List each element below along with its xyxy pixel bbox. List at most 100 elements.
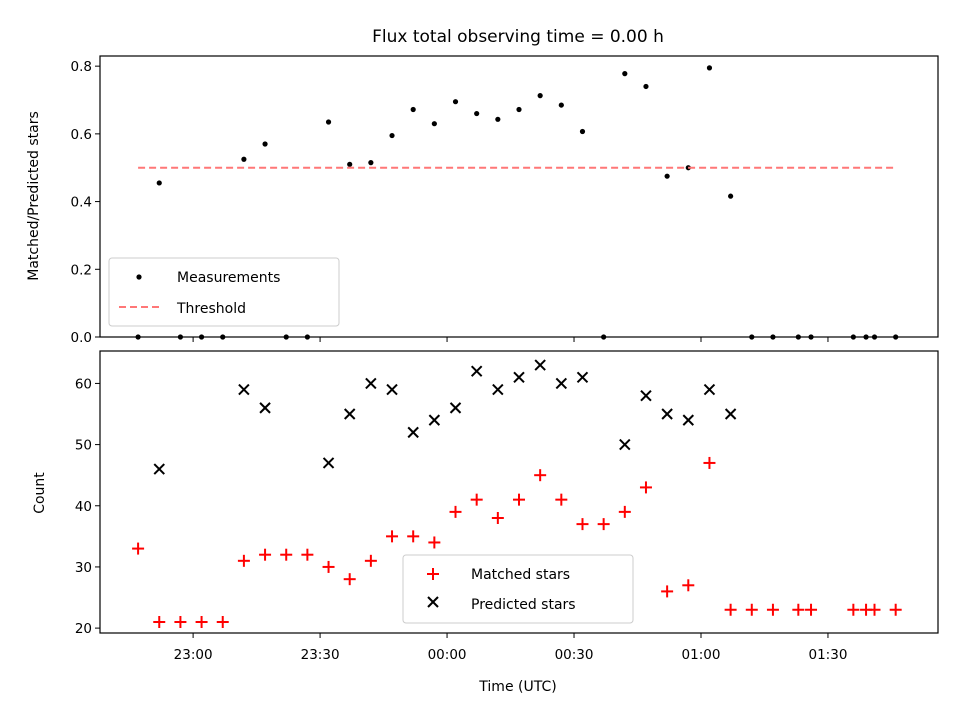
predicted-star-point (386, 383, 398, 396)
matched-star-point (174, 615, 187, 628)
x-tick-label: 01:00 (682, 647, 721, 663)
y-tick-label: 60 (75, 376, 92, 392)
matched-star-point (216, 615, 229, 628)
x-tick-label: 23:30 (301, 647, 340, 663)
bottom-x-axis-label: Time (UTC) (478, 679, 556, 695)
y-tick-label: 20 (75, 621, 92, 637)
matched-star-point (792, 603, 805, 616)
measurement-point (664, 173, 670, 179)
matched-star-point (534, 469, 547, 482)
predicted-star-point (703, 383, 716, 396)
y-tick-label: 0.4 (71, 195, 92, 211)
measurement-point (156, 180, 162, 186)
measurement-point (198, 334, 205, 340)
matched-star-point (661, 585, 674, 598)
bottom-x-ticks: 23:00 23:30 00:00 00:30 01:00 01:30 (174, 633, 847, 663)
matched-star-point (428, 536, 441, 549)
predicted-star-point (470, 365, 483, 377)
bottom-y-axis-label: Count (32, 472, 48, 514)
measurement-point (643, 83, 649, 90)
predicted-star-point (534, 359, 546, 371)
y-tick-label: 30 (75, 560, 92, 576)
top-plot-frame (99, 55, 939, 338)
x-tick-label: 23:00 (174, 647, 213, 663)
legend-predicted-label: Predicted stars (471, 597, 576, 613)
matched-star-point (237, 554, 250, 567)
matched-star-point (343, 573, 356, 586)
matched-star-point (322, 560, 335, 573)
y-tick-label: 40 (75, 499, 92, 515)
matched-star-point (280, 548, 293, 561)
measurement-point (749, 334, 755, 340)
matched-star-point (576, 518, 589, 531)
matched-star-point (132, 542, 145, 555)
y-tick-label: 0.8 (71, 59, 92, 75)
matched-star-point (682, 579, 695, 592)
legend-predicted-marker (427, 596, 439, 608)
measurement-point (410, 106, 416, 113)
measurement-point (516, 106, 522, 113)
measurement-point (728, 193, 734, 199)
top-x-ticks (192, 337, 829, 342)
x-tick-label: 00:30 (555, 647, 594, 663)
predicted-star-point (513, 371, 525, 384)
matched-star-point (386, 530, 399, 543)
bottom-y-ticks: 20 30 40 50 60 (75, 376, 100, 637)
bottom-plot-frame (99, 350, 939, 634)
y-tick-label: 0.2 (71, 262, 92, 278)
matched-star-point (745, 603, 758, 616)
predicted-star-point (259, 402, 271, 414)
legend-matched-marker (427, 568, 439, 580)
x-tick-label: 00:00 (428, 647, 467, 663)
matched-star-point (449, 505, 462, 518)
predicted-star-point (640, 389, 652, 402)
measurement-point (495, 116, 501, 122)
top-data-marks (135, 65, 899, 340)
matched-star-point (805, 603, 818, 616)
measurement-point (622, 71, 628, 77)
matched-star-point (301, 548, 314, 561)
predicted-star-point (343, 408, 356, 420)
legend-measurements-label: Measurements (177, 270, 280, 286)
measurement-point (283, 334, 289, 340)
measurement-point (220, 334, 226, 340)
top-legend: Measurements Threshold (108, 257, 340, 327)
matched-star-point (724, 603, 737, 616)
measurement-point (579, 128, 586, 135)
y-tick-label: 0.0 (71, 330, 92, 346)
matched-star-point (847, 603, 860, 616)
measurement-point (871, 334, 878, 340)
measurement-point (850, 334, 856, 340)
legend-matched-label: Matched stars (471, 567, 570, 583)
predicted-star-point (365, 377, 377, 390)
predicted-star-point (682, 414, 695, 426)
matched-star-point (868, 603, 881, 616)
chart-title: Flux total observing time = 0.00 h (372, 27, 664, 47)
matched-star-point (766, 603, 779, 616)
matched-star-point (889, 603, 902, 616)
predicted-star-point (619, 438, 631, 451)
predicted-star-point (724, 408, 737, 420)
matched-star-point (259, 548, 272, 561)
measurement-point (795, 334, 801, 340)
top-legend-frame (108, 257, 340, 327)
predicted-star-point (492, 383, 504, 396)
predicted-star-point (322, 457, 335, 469)
measurement-point (863, 334, 869, 340)
bottom-legend-frame (402, 554, 634, 624)
predicted-star-point (153, 463, 165, 475)
matched-star-point (195, 615, 208, 628)
matched-star-point (153, 615, 166, 628)
measurement-point (474, 110, 480, 117)
predicted-star-point (407, 426, 419, 439)
top-y-axis-label: Matched/Predicted stars (26, 111, 42, 281)
matched-star-point (555, 493, 568, 506)
measurement-point (706, 65, 713, 71)
y-tick-label: 0.6 (71, 127, 92, 143)
measurement-point (262, 141, 268, 147)
bottom-panel: 20 30 40 50 60 23:00 23:30 00:00 00:30 01:00 01:3… (32, 350, 939, 695)
measurement-point (177, 334, 184, 340)
matched-star-point (513, 493, 525, 506)
measurement-point (601, 334, 607, 340)
